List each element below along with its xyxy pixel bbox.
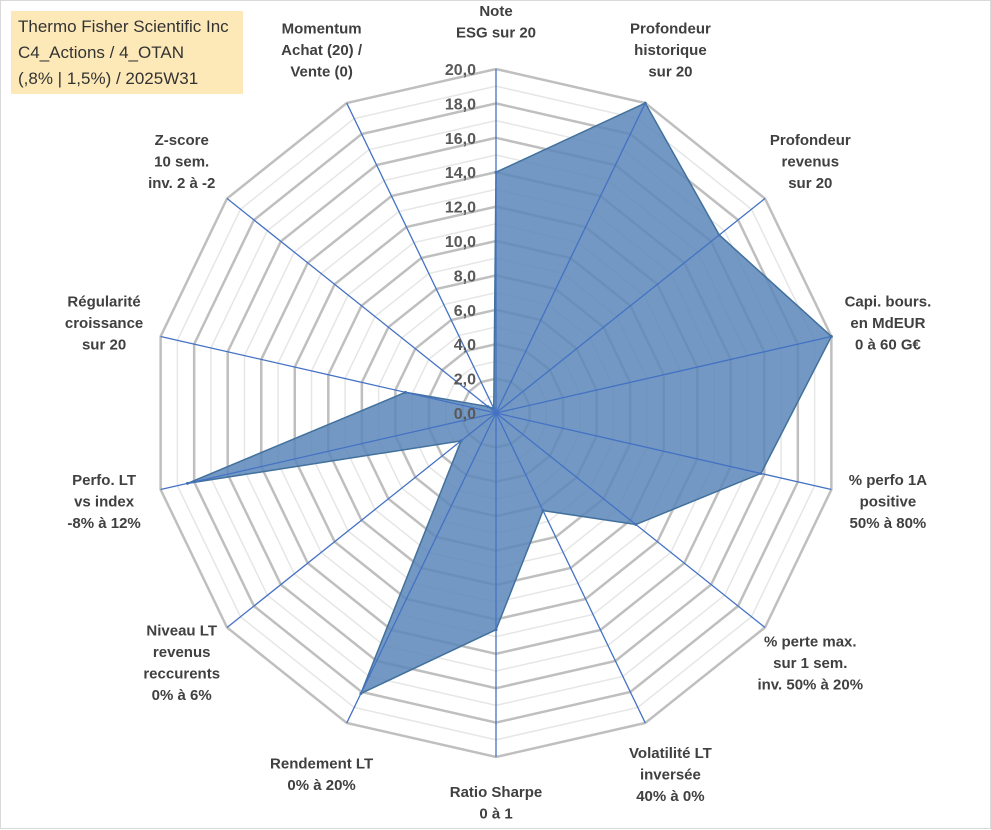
axis-label: Régularité bbox=[67, 293, 140, 310]
axis-label: positive bbox=[860, 494, 917, 511]
axis-label: inversée bbox=[640, 766, 701, 783]
axis-spoke bbox=[346, 412, 497, 724]
axis-label: sur 20 bbox=[82, 336, 126, 353]
tick-label: 10,0 bbox=[445, 234, 476, 251]
axis-label: Niveau LT bbox=[146, 623, 217, 640]
axis-label: 40% à 0% bbox=[636, 788, 704, 805]
axis-spoke bbox=[495, 335, 832, 414]
axis-label: inv. 2 à -2 bbox=[148, 175, 215, 192]
axis-label: Rendement LT bbox=[270, 756, 373, 773]
axis-label: revenus bbox=[153, 644, 211, 661]
axis-spoke bbox=[226, 198, 497, 414]
axis-label: 0 à 1 bbox=[479, 806, 512, 823]
axis-spoke bbox=[160, 412, 497, 491]
axis-label: 10 sem. bbox=[154, 154, 209, 171]
axis-label: Perfo. LT bbox=[72, 472, 136, 489]
axis-label: croissance bbox=[65, 315, 143, 332]
tick-label: 20,0 bbox=[445, 62, 476, 79]
axis-label: -8% à 12% bbox=[67, 515, 140, 532]
axis-label: Vente (0) bbox=[290, 64, 353, 81]
axis-label: sur 1 sem. bbox=[773, 655, 847, 672]
title-box: Thermo Fisher Scientific Inc C4_Actions … bbox=[11, 11, 243, 94]
tick-label: 2,0 bbox=[454, 372, 476, 389]
axis-spoke bbox=[346, 102, 497, 414]
axis-spoke bbox=[160, 335, 497, 414]
axis-label: Note bbox=[479, 3, 512, 20]
axis-labels: Note ESG sur 20 Profondeur historique sur 20… bbox=[65, 3, 931, 823]
axis-label: ESG sur 20 bbox=[456, 25, 536, 42]
axis-spoke bbox=[495, 412, 832, 491]
title-category: C4_Actions / 4_OTAN bbox=[18, 43, 184, 62]
axis-label: 50% à 80% bbox=[850, 515, 927, 532]
tick-label: 6,0 bbox=[454, 303, 476, 320]
axis-spoke bbox=[495, 412, 766, 628]
axis-spoke bbox=[226, 412, 497, 628]
tick-label: 0,0 bbox=[454, 406, 476, 423]
series-area bbox=[187, 102, 833, 695]
axis-label: sur 20 bbox=[788, 175, 832, 192]
tick-label: 8,0 bbox=[454, 268, 476, 285]
axis-label: reccurents bbox=[143, 666, 220, 683]
axis-spokes bbox=[160, 69, 832, 757]
axis-spoke bbox=[495, 412, 646, 724]
axis-label: inv. 50% à 20% bbox=[757, 676, 863, 693]
axis-spoke bbox=[495, 102, 646, 414]
axis-label: en MdEUR bbox=[850, 315, 925, 332]
axis-label: Volatilité LT bbox=[629, 745, 712, 762]
axis-label: % perte max. bbox=[764, 633, 857, 650]
axis-label: historique bbox=[634, 42, 707, 59]
radial-tick-labels: 0,0 2,0 4,0 6,0 8,0 10,0 12,0 14,0 16,0 18,0 20,0 bbox=[445, 62, 476, 423]
axis-label: revenus bbox=[782, 154, 840, 171]
axis-label: 0% à 6% bbox=[152, 687, 212, 704]
tick-label: 14,0 bbox=[445, 165, 476, 182]
axis-label: % perfo 1A bbox=[849, 472, 928, 489]
tick-label: 18,0 bbox=[445, 96, 476, 113]
title-period: (,8% | 1,5%) / 2025W31 bbox=[18, 69, 199, 88]
axis-label: Z-score bbox=[155, 132, 209, 149]
axis-label: Profondeur bbox=[630, 21, 711, 38]
tick-label: 12,0 bbox=[445, 200, 476, 217]
axis-label: Ratio Sharpe bbox=[450, 784, 543, 801]
axis-label: Achat (20) / bbox=[281, 42, 363, 59]
tick-label: 16,0 bbox=[445, 131, 476, 148]
series-layer bbox=[185, 101, 833, 695]
axis-label: vs index bbox=[74, 494, 135, 511]
axis-label: 0% à 20% bbox=[287, 777, 355, 794]
axis-label: sur 20 bbox=[648, 64, 692, 81]
axis-label: Momentum bbox=[282, 21, 362, 38]
tick-label: 4,0 bbox=[454, 337, 476, 354]
axis-label: 0 à 60 G€ bbox=[855, 336, 922, 353]
axis-spoke bbox=[495, 198, 766, 414]
title-company: Thermo Fisher Scientific Inc bbox=[18, 17, 229, 36]
axis-label: Capi. bours. bbox=[845, 293, 932, 310]
axis-label: Profondeur bbox=[770, 132, 851, 149]
